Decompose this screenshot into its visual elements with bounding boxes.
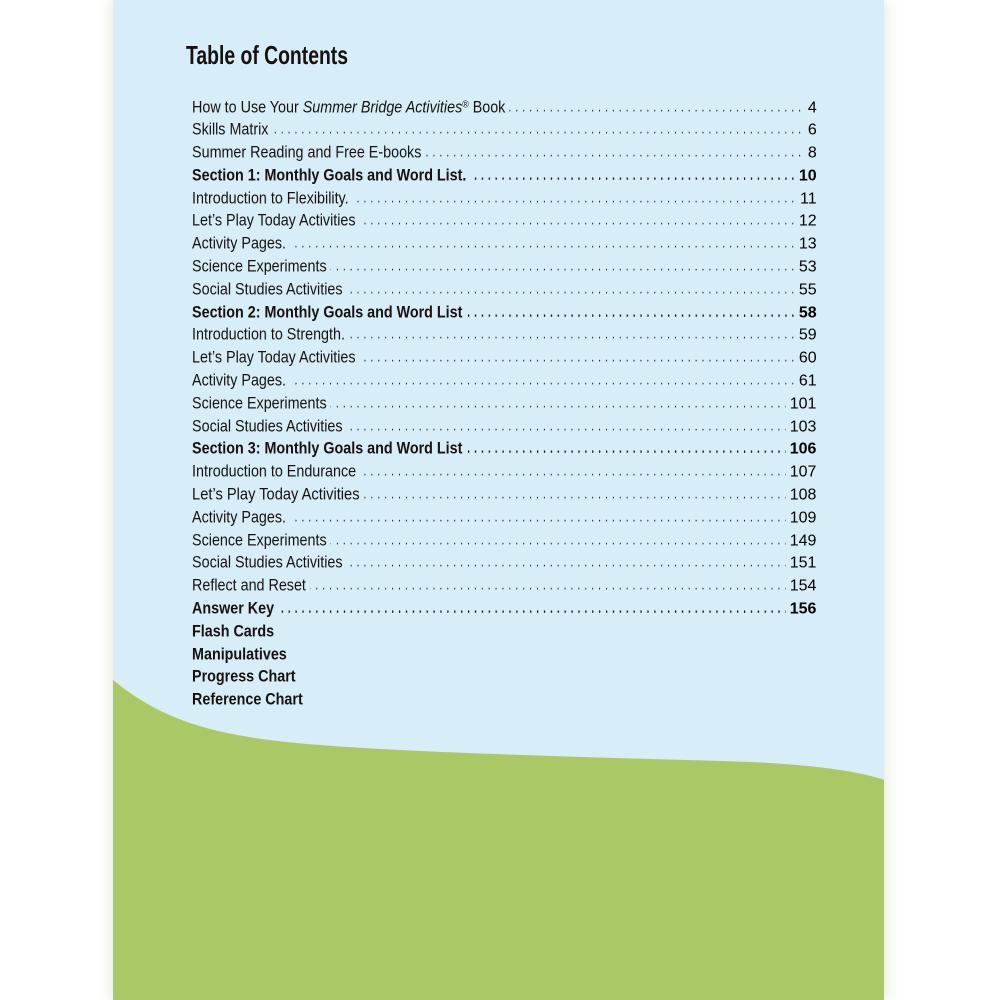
svg-text:Let’s Play Today Activities: Let’s Play Today Activities (192, 212, 356, 230)
svg-text:60: 60 (799, 350, 817, 367)
svg-text:How to Use Your Summer Bridge: How to Use Your Summer Bridge Activities… (192, 98, 506, 116)
svg-text:103: 103 (790, 418, 817, 435)
svg-text:156: 156 (790, 601, 817, 618)
svg-text:55: 55 (799, 281, 817, 298)
svg-text:Introduction to Flexibility.: Introduction to Flexibility. (192, 189, 349, 207)
svg-text:Science Experiments: Science Experiments (192, 531, 327, 549)
svg-text:Reference Chart: Reference Chart (192, 691, 303, 709)
svg-text:106: 106 (790, 441, 817, 458)
svg-text:Let’s Play Today Activities: Let’s Play Today Activities (192, 486, 359, 504)
svg-text:12: 12 (799, 213, 817, 230)
svg-text:13: 13 (799, 236, 817, 253)
svg-text:4: 4 (808, 99, 817, 116)
svg-text:149: 149 (790, 532, 817, 549)
svg-text:58: 58 (799, 304, 817, 321)
svg-text:Manipulatives: Manipulatives (192, 645, 287, 663)
svg-text:154: 154 (790, 578, 817, 595)
svg-text:Answer Key: Answer Key (192, 600, 274, 618)
svg-text:6: 6 (808, 122, 817, 139)
svg-text:Section 3: Monthly Goals and W: Section 3: Monthly Goals and Word List (192, 440, 463, 458)
svg-text:Summer Reading and Free E-book: Summer Reading and Free E-books (192, 144, 421, 162)
svg-text:Section 2: Monthly Goals and W: Section 2: Monthly Goals and Word List (192, 303, 463, 321)
svg-text:Social Studies Activities: Social Studies Activities (192, 417, 342, 435)
svg-text:Let’s Play Today Activities: Let’s Play Today Activities (192, 349, 356, 367)
svg-text:Science Experiments: Science Experiments (192, 394, 327, 412)
svg-text:151: 151 (790, 555, 817, 572)
svg-text:Activity Pages.: Activity Pages. (192, 372, 286, 390)
svg-text:109: 109 (790, 509, 817, 526)
svg-text:Activity Pages.: Activity Pages. (192, 508, 286, 526)
svg-text:Flash Cards: Flash Cards (192, 622, 274, 640)
svg-text:Introduction to Endurance: Introduction to Endurance (192, 463, 356, 481)
svg-text:108: 108 (790, 487, 817, 504)
svg-text:11: 11 (800, 190, 817, 207)
svg-text:10: 10 (799, 167, 817, 184)
svg-text:Activity Pages.: Activity Pages. (192, 235, 286, 253)
svg-text:107: 107 (790, 464, 817, 481)
svg-text:101: 101 (790, 395, 817, 412)
svg-text:61: 61 (799, 373, 817, 390)
svg-text:Social Studies Activities: Social Studies Activities (192, 280, 342, 298)
svg-text:Skills Matrix: Skills Matrix (192, 121, 268, 139)
svg-text:8: 8 (808, 145, 817, 162)
svg-text:Progress Chart: Progress Chart (192, 668, 296, 686)
svg-text:Section 1: Monthly Goals and W: Section 1: Monthly Goals and Word List. (192, 166, 466, 184)
svg-text:Table of Contents: Table of Contents (186, 40, 348, 70)
svg-text:53: 53 (799, 259, 817, 276)
svg-text:Science Experiments: Science Experiments (192, 258, 327, 276)
svg-text:Introduction to Strength.: Introduction to Strength. (192, 326, 345, 344)
svg-text:59: 59 (799, 327, 817, 344)
svg-text:Reflect and Reset: Reflect and Reset (192, 577, 306, 595)
svg-text:Social Studies Activities: Social Studies Activities (192, 554, 342, 572)
